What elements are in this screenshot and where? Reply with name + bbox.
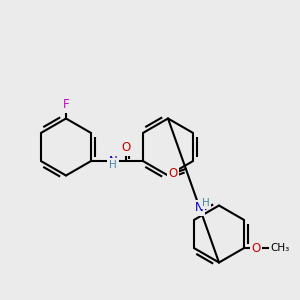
Text: H: H	[109, 160, 117, 170]
Text: O: O	[251, 242, 260, 255]
Text: O: O	[169, 167, 178, 180]
Text: O: O	[122, 141, 131, 154]
Text: F: F	[63, 98, 69, 112]
Text: N: N	[195, 201, 204, 214]
Text: H: H	[202, 198, 210, 208]
Text: CH₃: CH₃	[270, 243, 289, 253]
Text: N: N	[108, 155, 117, 168]
